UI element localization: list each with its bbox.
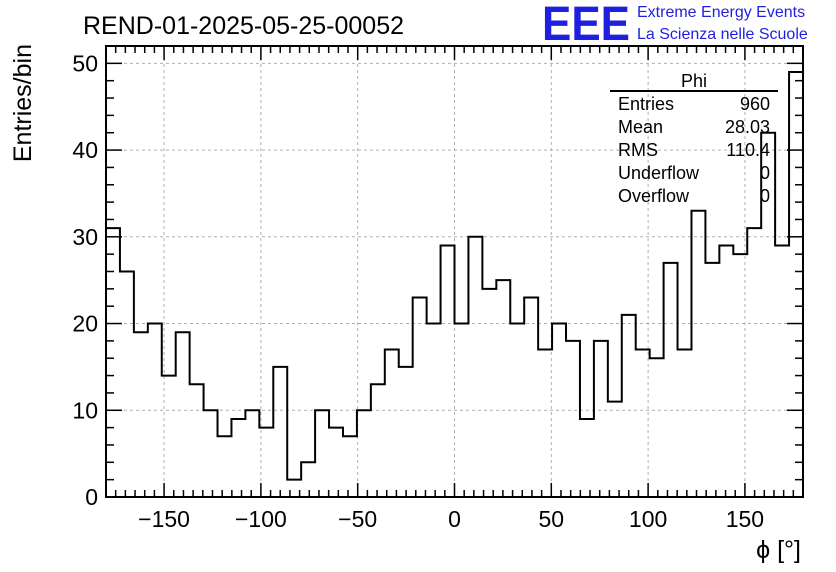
histogram-bin xyxy=(120,272,134,498)
histogram-bin xyxy=(566,341,580,497)
y-tick-label: 10 xyxy=(72,397,98,423)
x-tick-label: −50 xyxy=(338,506,377,532)
histogram-bin xyxy=(510,324,524,497)
stats-row-value: 0 xyxy=(760,186,770,206)
stats-row-label: Overflow xyxy=(618,186,690,206)
histogram-bin xyxy=(747,228,761,497)
y-tick-label: 50 xyxy=(72,50,98,76)
histogram-bin xyxy=(231,419,245,497)
histogram-bin xyxy=(538,350,552,497)
logo-mark: EEE xyxy=(542,0,630,51)
stats-box: Phi Entries 960 Mean 28.03 RMS 110.4 Underflow… xyxy=(610,71,778,206)
histogram-bin xyxy=(636,350,650,497)
x-tick-label: −150 xyxy=(138,506,190,532)
histogram-bin xyxy=(148,324,162,497)
histogram-bin xyxy=(162,376,176,497)
logo-line-1: Extreme Energy Events xyxy=(637,4,805,21)
histogram-bin xyxy=(664,263,678,497)
stats-row-label: RMS xyxy=(618,140,658,160)
histogram-bin xyxy=(496,280,510,497)
histogram-bin xyxy=(413,298,427,497)
histogram-bin xyxy=(775,245,789,497)
histogram-bin xyxy=(301,462,315,497)
histogram-bin xyxy=(552,324,566,497)
histogram-bin xyxy=(204,410,218,497)
x-tick-labels: −150 −100 −50 0 50 100 150 xyxy=(138,506,764,532)
histogram-bin xyxy=(357,410,371,497)
histogram-bin xyxy=(622,315,636,497)
histogram-bin xyxy=(441,245,455,497)
histogram-bin xyxy=(245,410,259,497)
y-tick-label: 30 xyxy=(72,224,98,250)
y-tick-labels: 0 10 20 30 40 50 xyxy=(72,50,98,510)
y-tick-label: 0 xyxy=(85,484,98,510)
stats-row-label: Mean xyxy=(618,117,663,137)
histogram-bin xyxy=(343,436,357,497)
x-tick-label: 150 xyxy=(726,506,764,532)
stats-row-label: Entries xyxy=(618,94,674,114)
histogram-bin xyxy=(608,402,622,497)
histogram-bin xyxy=(650,358,664,497)
stats-box-title: Phi xyxy=(681,71,707,91)
histogram-bin xyxy=(329,428,343,497)
histogram-bin xyxy=(455,324,469,497)
stats-row-value: 28.03 xyxy=(725,117,770,137)
histogram-bin xyxy=(315,410,329,497)
histogram-bin xyxy=(427,324,441,497)
x-tick-label: −100 xyxy=(235,506,287,532)
histogram-bin xyxy=(719,245,733,497)
y-tick-label: 40 xyxy=(72,137,98,163)
stats-row-value: 110.4 xyxy=(726,140,770,160)
histogram-bin xyxy=(524,298,538,497)
y-tick-label: 20 xyxy=(72,311,98,337)
stats-rows: Entries 960 Mean 28.03 RMS 110.4 Underflow 0 Ove… xyxy=(618,94,770,206)
histogram-bin xyxy=(705,263,719,497)
histogram-bin xyxy=(691,211,705,497)
histogram-bin xyxy=(371,384,385,497)
x-tick-label: 50 xyxy=(539,506,565,532)
histogram-bin xyxy=(468,237,482,497)
y-axis-label: Entries/bin xyxy=(9,44,37,162)
histogram-bin xyxy=(580,419,594,497)
histogram-bin xyxy=(733,254,747,497)
x-tick-label: 100 xyxy=(629,506,667,532)
histogram-bin xyxy=(482,289,496,497)
stats-row-label: Underflow xyxy=(618,163,700,183)
stats-row-value: 960 xyxy=(740,94,770,114)
histogram-bin xyxy=(176,332,190,497)
chart-title: REND-01-2025-05-25-00052 xyxy=(83,12,404,40)
stats-row-value: 0 xyxy=(760,163,770,183)
histogram-bin xyxy=(385,350,399,497)
x-tick-label: 0 xyxy=(448,506,461,532)
histogram-bin xyxy=(789,72,803,497)
histogram-bin xyxy=(218,436,232,497)
histogram-outline xyxy=(105,71,804,497)
histogram-bin xyxy=(134,332,148,497)
axis-ticks xyxy=(106,45,803,498)
histogram-bin xyxy=(273,367,287,497)
logo-line-2: La Scienza nelle Scuole xyxy=(637,26,808,43)
histogram-bin xyxy=(594,341,608,497)
histogram-bin xyxy=(678,350,692,497)
histogram-bin xyxy=(190,384,204,497)
x-axis-label: ϕ [°] xyxy=(756,536,801,564)
histogram-bin xyxy=(399,367,413,497)
histogram-bin xyxy=(106,228,120,497)
